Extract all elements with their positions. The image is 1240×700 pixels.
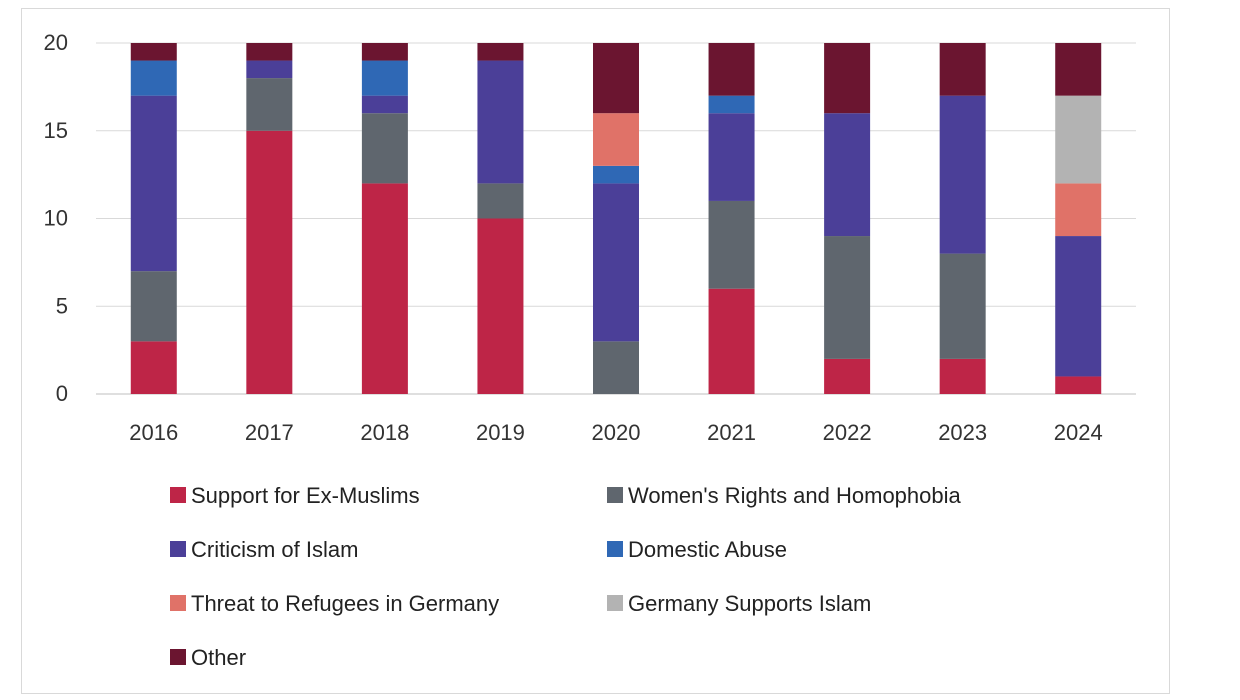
bar-segment <box>824 113 871 237</box>
bar-segment <box>939 95 986 254</box>
legend-label: Other <box>191 645 246 670</box>
bars <box>130 43 1102 394</box>
x-tick-label: 2018 <box>360 420 409 445</box>
bar-segment <box>246 43 293 61</box>
x-axis: 2016 2017 2018 2019 2020 2021 2022 2023 2024 <box>129 420 1102 445</box>
bar-segment <box>593 113 639 166</box>
x-tick-label: 2020 <box>592 420 641 445</box>
x-tick-label: 2023 <box>938 420 987 445</box>
bar-segment <box>1055 43 1102 96</box>
legend-swatch <box>607 595 623 611</box>
bar-segment <box>130 60 177 96</box>
bar-segment <box>593 43 639 114</box>
bar-segment <box>939 43 986 96</box>
y-tick-label: 10 <box>44 206 68 231</box>
bar-segment <box>939 253 986 359</box>
bar-segment <box>824 358 871 394</box>
legend-swatch <box>170 487 186 503</box>
x-tick-label: 2024 <box>1054 420 1103 445</box>
legend-item: Women's Rights and Homophobia <box>607 483 962 508</box>
bar-segment <box>477 218 524 394</box>
legend-label: Threat to Refugees in Germany <box>191 591 499 616</box>
bar-segment <box>708 200 755 289</box>
bar-segment <box>1055 183 1102 237</box>
bar-segment <box>246 130 293 394</box>
bar-segment <box>130 341 177 394</box>
y-tick-label: 5 <box>56 293 68 318</box>
bar-segment <box>1055 95 1102 184</box>
bar-segment <box>130 43 177 61</box>
legend-item: Criticism of Islam <box>170 537 358 562</box>
legend-swatch <box>170 595 186 611</box>
legend-item: Germany Supports Islam <box>607 591 871 616</box>
bar-segment <box>361 43 408 61</box>
bar-segment <box>1055 376 1102 394</box>
x-tick-label: 2016 <box>129 420 178 445</box>
bar-segment <box>824 43 871 114</box>
legend-label: Support for Ex-Muslims <box>191 483 420 508</box>
bar-segment <box>246 60 293 79</box>
legend-label: Criticism of Islam <box>191 537 358 562</box>
x-tick-label: 2019 <box>476 420 525 445</box>
bar-segment <box>593 165 639 184</box>
bar-segment <box>477 43 524 61</box>
bar-segment <box>477 60 524 184</box>
x-tick-label: 2022 <box>823 420 872 445</box>
bar-segment <box>708 288 755 394</box>
bar-segment <box>361 95 408 114</box>
y-tick-label: 20 <box>44 30 68 55</box>
bar-segment <box>361 183 408 394</box>
bar-segment <box>130 271 177 342</box>
bar-segment <box>361 113 408 184</box>
legend-item: Support for Ex-Muslims <box>170 483 420 508</box>
bar-segment <box>593 341 639 394</box>
bar-segment <box>708 95 755 114</box>
bar-segment <box>708 113 755 201</box>
bar-segment <box>593 183 639 342</box>
y-axis: 0 5 10 15 20 <box>44 30 68 406</box>
legend-label: Women's Rights and Homophobia <box>628 483 962 508</box>
bar-segment <box>246 78 293 131</box>
bar-segment <box>477 183 524 219</box>
bar-segment <box>361 60 408 96</box>
legend-swatch <box>607 541 623 557</box>
bar-segment <box>824 236 871 359</box>
legend-item: Threat to Refugees in Germany <box>170 591 499 616</box>
legend-swatch <box>170 649 186 665</box>
bar-segment <box>130 95 177 272</box>
legend-label: Domestic Abuse <box>628 537 787 562</box>
y-tick-label: 0 <box>56 381 68 406</box>
legend-swatch <box>170 541 186 557</box>
legend-item: Other <box>170 645 246 670</box>
legend-label: Germany Supports Islam <box>628 591 871 616</box>
bar-segment <box>1055 236 1102 377</box>
bar-segment <box>708 43 755 96</box>
x-tick-label: 2021 <box>707 420 756 445</box>
legend: Support for Ex-Muslims Women's Rights and… <box>170 483 962 670</box>
legend-item: Domestic Abuse <box>607 537 787 562</box>
x-tick-label: 2017 <box>245 420 294 445</box>
bar-segment <box>939 358 986 394</box>
y-tick-label: 15 <box>44 118 68 143</box>
legend-swatch <box>607 487 623 503</box>
